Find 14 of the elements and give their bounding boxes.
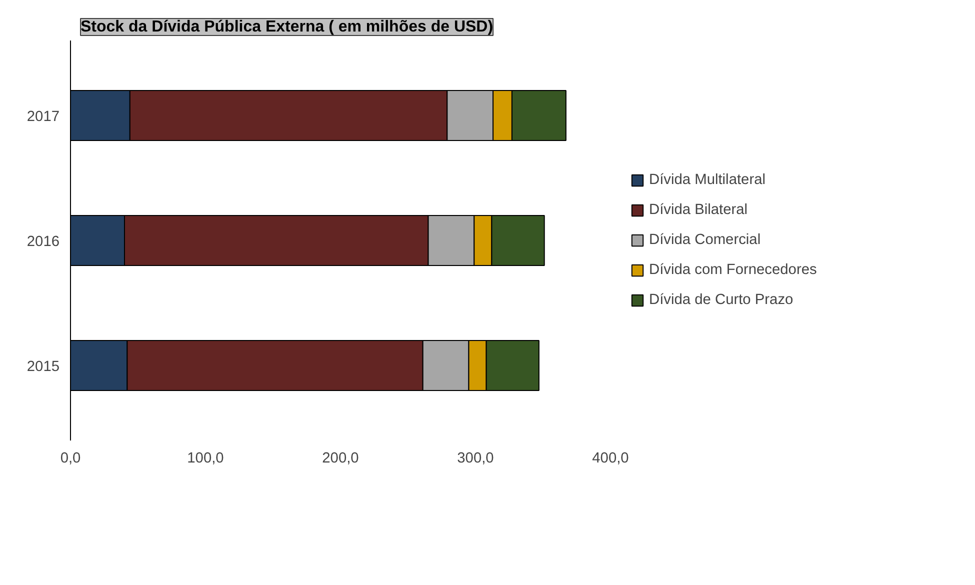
- chart-title: Stock da Dívida Pública Externa ( em milhões de USD): [80, 18, 494, 36]
- legend-label: Dívida de Curto Prazo: [649, 292, 794, 308]
- y-tick-label: 2015: [26, 359, 60, 375]
- legend-label: Dívida com Fornecedores: [649, 262, 817, 278]
- y-tick-label: 2017: [26, 109, 60, 125]
- x-tick-label: 200,0: [322, 450, 359, 466]
- x-tick-label: 0,0: [60, 450, 81, 466]
- x-tick-label: 400,0: [592, 450, 629, 466]
- legend-label: Dívida Comercial: [649, 232, 761, 248]
- x-tick-label: 100,0: [187, 450, 224, 466]
- legend-label: Dívida Multilateral: [649, 172, 766, 188]
- x-tick-label: 300,0: [457, 450, 494, 466]
- legend-label: Dívida Bilateral: [649, 202, 748, 218]
- y-tick-label: 2016: [26, 234, 60, 250]
